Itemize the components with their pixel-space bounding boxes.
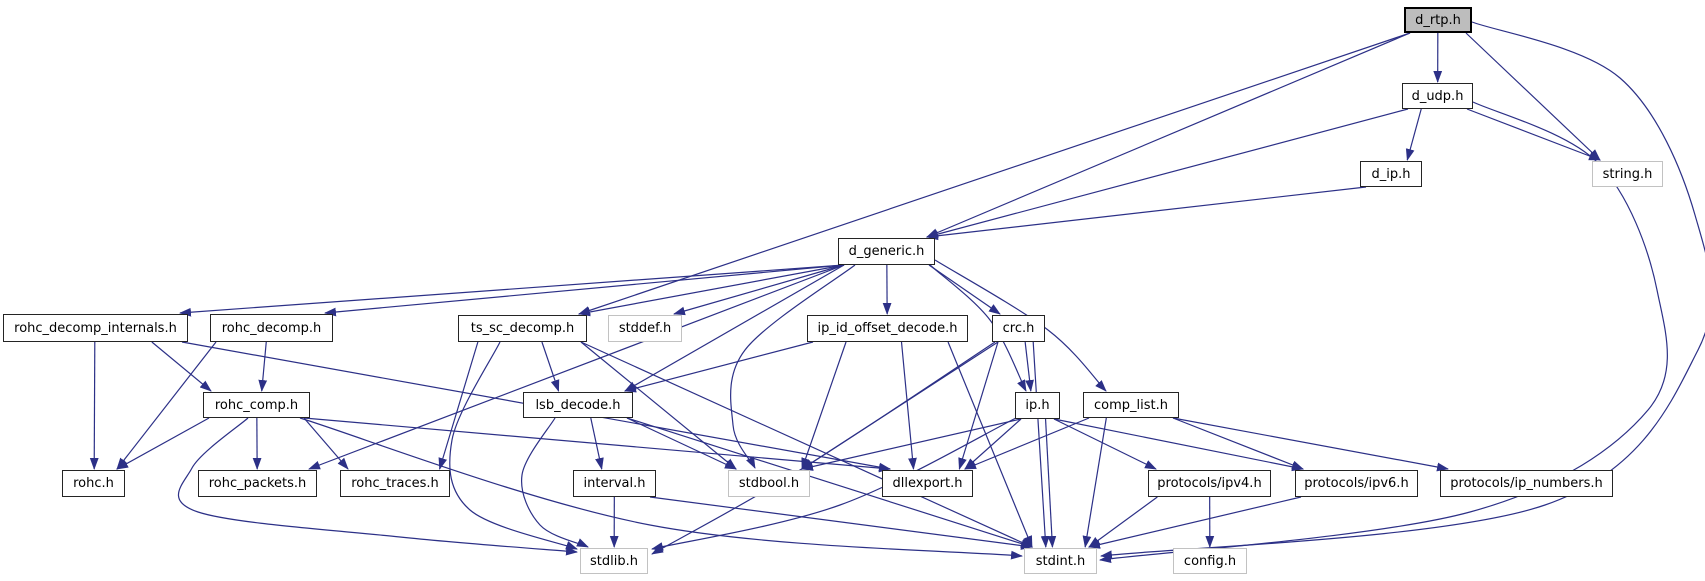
edge-ip.h-to-stdlib.h — [651, 417, 1017, 551]
edge-d_rtp.h-to-ts_sc_decomp.h — [578, 32, 1411, 315]
node-lsb_decode.h[interactable]: lsb_decode.h — [523, 392, 633, 418]
node-crc.h[interactable]: crc.h — [992, 315, 1045, 342]
edge-protocols/ipv6.h-to-stdint.h — [1088, 496, 1302, 549]
edge-d_rtp.h-to-d_generic.h — [926, 32, 1411, 238]
node-stdlib.h: stdlib.h — [580, 548, 648, 574]
edge-comp_list.h-to-stdint.h — [1082, 417, 1107, 548]
edge-ts_sc_decomp.h-to-lsb_decode.h — [541, 341, 560, 392]
node-rohc_comp.h[interactable]: rohc_comp.h — [203, 392, 310, 418]
node-protocols/ip_numbers.h[interactable]: protocols/ip_numbers.h — [1440, 470, 1613, 497]
edge-ts_sc_decomp.h-to-stdbool.h — [580, 341, 737, 470]
edge-d_generic.h-to-lsb_decode.h — [624, 264, 845, 392]
edge-d_ip.h-to-d_generic.h — [926, 186, 1367, 241]
edge-comp_list.h-to-dllexport.h — [964, 417, 1090, 470]
edge-d_generic.h-to-crc.h — [928, 264, 1001, 315]
edge-ip_id_offset_decode.h-to-stdint.h — [947, 341, 1033, 548]
edge-d_udp.h-to-d_ip.h — [1405, 108, 1422, 161]
node-comp_list.h[interactable]: comp_list.h — [1083, 392, 1179, 418]
edge-ts_sc_decomp.h-to-stdint.h — [580, 341, 1033, 548]
edge-ip.h-to-protocols/ipv4.h — [1053, 418, 1157, 470]
edge-d_generic.h-to-comp_list.h — [934, 259, 1107, 392]
edge-d_generic.h-to-stddef.h — [673, 264, 845, 316]
node-ip.h[interactable]: ip.h — [1015, 392, 1060, 419]
edge-ts_sc_decomp.h-to-stdlib.h — [449, 341, 578, 550]
edge-rohc_comp.h-to-stdint.h — [299, 417, 1023, 560]
edge-d_generic.h-to-ts_sc_decomp.h — [578, 264, 845, 317]
node-stdint.h: stdint.h — [1024, 548, 1097, 574]
node-d_rtp.h: d_rtp.h — [1404, 7, 1472, 33]
node-stddef.h: stddef.h — [608, 315, 682, 342]
node-ip_id_offset_decode.h[interactable]: ip_id_offset_decode.h — [807, 315, 968, 342]
edge-d_rtp.h-to-stdint.h — [1100, 21, 1705, 560]
edge-rohc_comp.h-to-rohc_traces.h — [303, 417, 349, 470]
node-ts_sc_decomp.h[interactable]: ts_sc_decomp.h — [458, 315, 587, 342]
node-rohc_traces.h[interactable]: rohc_traces.h — [340, 470, 450, 497]
node-d_ip.h[interactable]: d_ip.h — [1360, 161, 1422, 187]
edge-d_generic.h-to-stdbool.h — [730, 264, 856, 469]
edge-d_udp.h-to-d_generic.h — [926, 108, 1409, 239]
node-dllexport.h[interactable]: dllexport.h — [882, 470, 973, 497]
edge-lsb_decode.h-to-stdint.h — [626, 417, 1033, 548]
edge-crc.h-to-stdint.h — [1032, 341, 1050, 548]
edge-interval.h-to-stdint.h — [649, 496, 1033, 550]
node-config.h: config.h — [1173, 548, 1247, 574]
edge-lsb_decode.h-to-interval.h — [590, 417, 604, 470]
edge-ip.h-to-dllexport.h — [964, 418, 1022, 470]
edge-ip_id_offset_decode.h-to-stdbool.h — [801, 341, 847, 470]
edge-d_generic.h-to-rohc_packets.h — [308, 264, 845, 470]
edge-crc.h-to-dllexport.h — [958, 341, 999, 470]
node-rohc_decomp_internals.h[interactable]: rohc_decomp_internals.h — [3, 314, 188, 342]
edge-d_generic.h-to-ip.h — [929, 264, 1027, 392]
edge-ip.h-to-stdbool.h — [801, 418, 1022, 471]
edge-protocols/ipv4.h-to-stdint.h — [1088, 496, 1158, 548]
edge-crc.h-to-stdlib.h — [651, 341, 996, 555]
node-rohc_packets.h[interactable]: rohc_packets.h — [198, 470, 317, 497]
edge-rohc_comp.h-to-rohc.h — [116, 417, 210, 470]
edge-ip.h-to-stdint.h — [1044, 418, 1057, 548]
node-protocols/ipv4.h[interactable]: protocols/ipv4.h — [1148, 470, 1271, 497]
edge-ip.h-to-protocols/ipv6.h — [1053, 418, 1304, 472]
edge-rohc_comp.h-to-dllexport.h — [303, 417, 891, 473]
edge-d_generic.h-to-rohc_decomp_internals.h — [179, 264, 845, 317]
edge-comp_list.h-to-protocols/ip_numbers.h — [1172, 417, 1449, 472]
node-rohc_decomp.h[interactable]: rohc_decomp.h — [210, 314, 333, 342]
node-d_udp.h[interactable]: d_udp.h — [1402, 83, 1473, 109]
edge-comp_list.h-to-protocols/ipv6.h — [1172, 417, 1304, 470]
edge-d_udp.h-to-string.h — [1466, 108, 1601, 161]
edge-ip_id_offset_decode.h-to-lsb_decode.h — [624, 341, 814, 393]
edge-crc.h-to-ip.h — [1024, 341, 1034, 392]
edge-rohc_decomp_internals.h-to-rohc_comp.h — [151, 341, 212, 392]
edge-rohc_comp.h-to-stdlib.h — [177, 417, 578, 556]
node-stdbool.h: stdbool.h — [728, 470, 810, 497]
node-protocols/ipv6.h[interactable]: protocols/ipv6.h — [1295, 470, 1418, 497]
edge-lsb_decode.h-to-stdbool.h — [626, 417, 737, 470]
edge-rohc_decomp.h-to-rohc.h — [116, 341, 217, 470]
edge-d_generic.h-to-rohc_decomp.h — [324, 264, 845, 317]
edge-lsb_decode.h-to-stdlib.h — [521, 417, 589, 548]
edge-d_rtp.h-to-string.h — [1465, 32, 1601, 161]
edge-ts_sc_decomp.h-to-rohc_traces.h — [438, 341, 479, 470]
edge-rohc_decomp_internals.h-to-rohc.h — [89, 341, 99, 470]
edge-ip_id_offset_decode.h-to-dllexport.h — [900, 341, 917, 470]
node-rohc.h[interactable]: rohc.h — [62, 470, 125, 497]
node-string.h: string.h — [1592, 161, 1663, 187]
edge-rohc_decomp.h-to-rohc_comp.h — [258, 341, 268, 392]
node-interval.h[interactable]: interval.h — [573, 470, 656, 497]
node-d_generic.h[interactable]: d_generic.h — [838, 238, 935, 265]
